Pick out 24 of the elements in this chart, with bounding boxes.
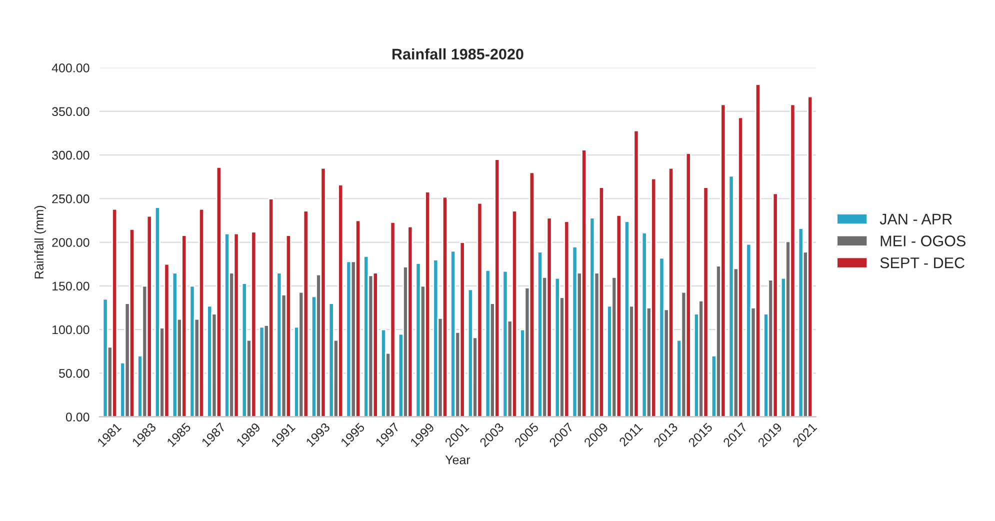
y-tick-label: 100.00 xyxy=(52,325,90,334)
y-tick-label: 400.00 xyxy=(52,64,90,72)
bar xyxy=(128,228,135,417)
bar xyxy=(754,84,761,417)
y-tick-label: 150.00 xyxy=(52,282,90,291)
y-tick-label: 350.00 xyxy=(52,107,90,116)
legend-label: JAN - APR xyxy=(880,214,952,224)
y-tick-label: 0.00 xyxy=(66,412,90,422)
bar xyxy=(598,186,604,417)
y-tick-label: 50.00 xyxy=(59,368,90,378)
bar xyxy=(511,210,518,417)
y-tick-label: 250.00 xyxy=(52,194,90,204)
bar xyxy=(354,220,362,417)
legend-label: MEI - OGOS xyxy=(880,236,966,246)
bar xyxy=(442,196,448,417)
legend-label: SEPT - DEC xyxy=(880,257,964,268)
y-axis-title: Rainfall (mm) xyxy=(34,206,46,278)
bar xyxy=(668,167,674,417)
y-tick-label: 200.00 xyxy=(52,238,90,247)
chart-title: Rainfall 1985-2020 xyxy=(392,48,524,60)
x-axis-title: Year xyxy=(445,456,470,464)
bar xyxy=(216,166,222,417)
bar xyxy=(285,234,292,417)
y-tick-label: 300.00 xyxy=(52,150,90,160)
